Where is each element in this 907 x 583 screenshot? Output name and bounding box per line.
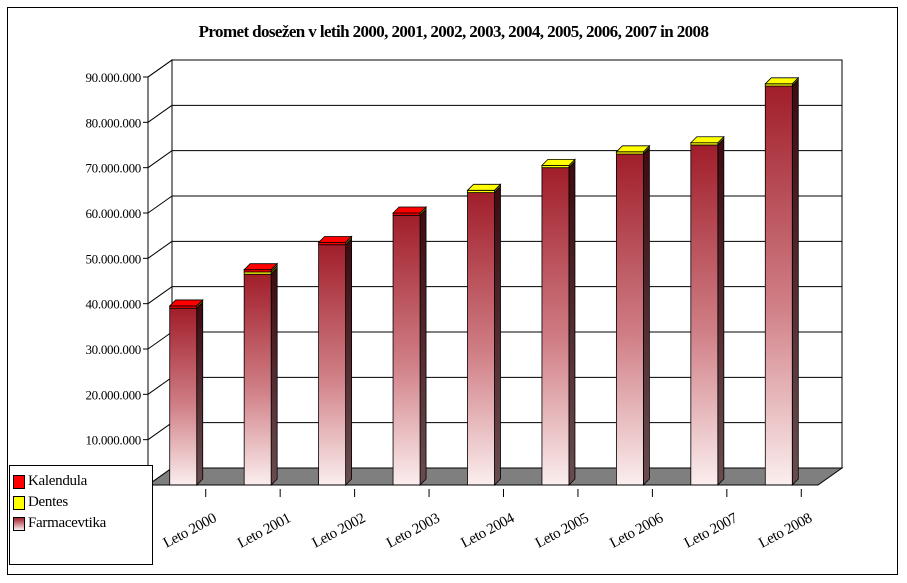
x-tick-label: Leto 2004 bbox=[458, 510, 517, 552]
bar-top-dentes bbox=[764, 77, 800, 85]
x-tick-label: Leto 2006 bbox=[607, 510, 666, 552]
y-tick-label: 80.000.000 bbox=[85, 115, 141, 130]
bar-farmacevtika bbox=[169, 307, 198, 486]
x-tick-label: Leto 2007 bbox=[682, 510, 741, 552]
legend-label-farmacevtika: Farmacevtika bbox=[28, 515, 107, 531]
bar-top-kalendula bbox=[392, 206, 428, 214]
bar-side-farmacevtika bbox=[494, 185, 501, 486]
bar-side-farmacevtika bbox=[419, 208, 427, 486]
chart-title: Promet dosežen v letih 2000, 2001, 2002,… bbox=[198, 22, 709, 41]
bar-side-farmacevtika bbox=[717, 138, 725, 486]
bar-farmacevtika bbox=[615, 153, 644, 486]
gridline-side bbox=[147, 150, 173, 169]
legend-item-kalendula: Kalendula bbox=[13, 471, 152, 492]
side-wall bbox=[147, 59, 173, 486]
bar-side-farmacevtika bbox=[345, 237, 353, 486]
legend-label-kalendula: Kalendula bbox=[28, 473, 87, 489]
bar-top-kalendula bbox=[168, 299, 204, 307]
x-tick-label: Leto 2002 bbox=[310, 510, 368, 551]
bar-side-farmacevtika bbox=[196, 301, 204, 486]
gridline-side bbox=[147, 286, 173, 305]
x-tick-label: Leto 2005 bbox=[533, 510, 591, 551]
gridline-side bbox=[147, 195, 173, 214]
y-tick-label: 30.000.000 bbox=[85, 342, 141, 357]
gridline-side bbox=[147, 331, 173, 350]
bar-side-farmacevtika bbox=[270, 267, 278, 486]
y-tick-label: 20.000.000 bbox=[85, 387, 141, 402]
legend-swatch-dentes bbox=[13, 495, 25, 510]
bar-top-dentes bbox=[615, 145, 651, 153]
y-tick-label: 70.000.000 bbox=[85, 161, 141, 176]
bar-farmacevtika bbox=[541, 167, 570, 486]
chart-legend: Kalendula Dentes Farmacevtika bbox=[9, 465, 153, 565]
bar-side-farmacevtika bbox=[642, 147, 650, 486]
bar-farmacevtika bbox=[318, 244, 347, 486]
gridline-side bbox=[147, 104, 173, 123]
y-tick-label: 90.000.000 bbox=[85, 70, 141, 85]
gridline-side bbox=[147, 422, 173, 441]
y-tick-label: 40.000.000 bbox=[85, 297, 141, 312]
bar-top-dentes bbox=[689, 136, 725, 144]
bar-farmacevtika bbox=[764, 85, 793, 486]
legend-swatch-farmacevtika bbox=[13, 516, 25, 531]
y-tick-label: 10.000.000 bbox=[85, 433, 141, 448]
gridline-side bbox=[147, 376, 173, 395]
legend-label-dentes: Dentes bbox=[28, 494, 68, 510]
bar-side-farmacevtika bbox=[568, 160, 576, 486]
bar-side-farmacevtika bbox=[791, 79, 799, 486]
bar-farmacevtika bbox=[392, 214, 421, 486]
legend-item-farmacevtika: Farmacevtika bbox=[13, 513, 152, 534]
bar-farmacevtika bbox=[467, 192, 495, 486]
bar-farmacevtika bbox=[243, 273, 272, 486]
x-tick-label: Leto 2008 bbox=[756, 510, 814, 551]
bar-top-dentes bbox=[466, 183, 502, 191]
x-tick-label: Leto 2000 bbox=[161, 510, 219, 551]
legend-item-dentes: Dentes bbox=[13, 492, 152, 513]
x-tick-label: Leto 2003 bbox=[384, 510, 442, 551]
gridline-side bbox=[147, 59, 173, 78]
x-tick-label: Leto 2001 bbox=[235, 510, 293, 551]
bar-top-dentes bbox=[540, 158, 576, 166]
y-tick-label: 50.000.000 bbox=[85, 251, 141, 266]
legend-swatch-kalendula bbox=[13, 474, 25, 489]
bar-farmacevtika bbox=[690, 144, 719, 486]
bar-top-kalendula bbox=[317, 236, 353, 243]
bar-top-kalendula bbox=[243, 263, 279, 271]
y-tick-label: 60.000.000 bbox=[85, 206, 141, 221]
gridline-side bbox=[147, 240, 173, 259]
